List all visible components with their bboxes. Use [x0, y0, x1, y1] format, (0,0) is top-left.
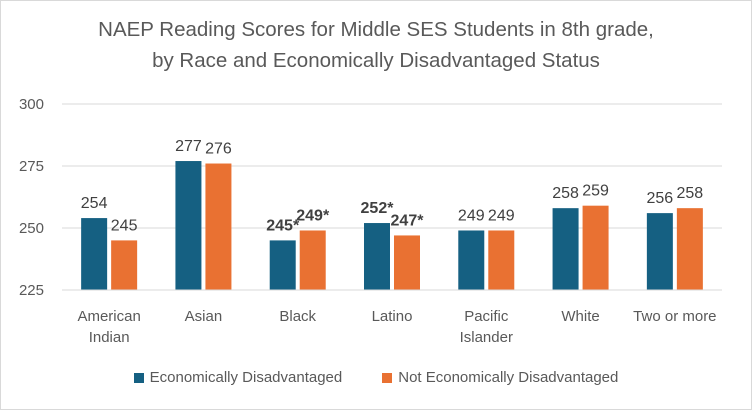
data-label: 252*: [361, 200, 395, 217]
bar-disadvantaged: [81, 218, 108, 290]
legend-item-disadvantaged: Economically Disadvantaged: [133, 369, 343, 386]
bar-not-disadvantaged: [299, 230, 326, 290]
bar-not-disadvantaged: [488, 230, 515, 290]
bar-not-disadvantaged: [205, 163, 232, 290]
bar-not-disadvantaged: [111, 240, 138, 290]
legend-label-disadvantaged: Economically Disadvantaged: [149, 369, 343, 386]
data-label: 249: [488, 207, 515, 224]
data-label: 249: [458, 207, 485, 224]
category-label: Pacific Islander: [460, 308, 513, 346]
bar-not-disadvantaged: [676, 208, 703, 290]
y-tick-label: 250: [19, 220, 44, 237]
bar-disadvantaged: [646, 213, 673, 290]
data-label: 245: [111, 217, 138, 234]
bar-not-disadvantaged: [394, 235, 420, 290]
bar-disadvantaged: [458, 230, 485, 290]
bar-disadvantaged: [364, 223, 390, 290]
category-label: White: [561, 308, 599, 325]
category-label: American Indian: [77, 308, 140, 346]
bar-disadvantaged: [552, 208, 579, 290]
data-label: 277: [175, 138, 202, 155]
category-label: Latino: [372, 308, 413, 325]
chart-title-line-1: NAEP Reading Scores for Middle SES Stude…: [98, 18, 654, 41]
data-label: 258: [677, 185, 704, 202]
legend: Economically Disadvantaged Not Economica…: [0, 369, 752, 386]
data-label: 259: [582, 183, 609, 200]
chart-title-line-2: by Race and Economically Disadvantaged S…: [152, 49, 600, 72]
legend-label-not-disadvantaged: Not Economically Disadvantaged: [398, 369, 619, 386]
category-label: Asian: [185, 308, 223, 325]
data-label: 247*: [391, 212, 425, 229]
bar-not-disadvantaged: [582, 205, 609, 290]
y-tick-label: 300: [19, 96, 44, 113]
data-label: 245*: [266, 217, 300, 234]
data-label: 249*: [296, 207, 330, 224]
category-label: Two or more: [633, 308, 716, 325]
chart-title: NAEP Reading Scores for Middle SES Stude…: [0, 14, 752, 76]
legend-item-not-disadvantaged: Not Economically Disadvantaged: [382, 369, 618, 386]
legend-swatch-disadvantaged: [133, 372, 144, 383]
data-label: 258: [552, 185, 579, 202]
data-label: 254: [81, 195, 108, 212]
category-label: Black: [279, 308, 316, 325]
data-label: 276: [205, 141, 232, 158]
bar-disadvantaged: [269, 240, 296, 290]
y-tick-label: 225: [19, 282, 44, 299]
y-tick-label: 275: [19, 158, 44, 175]
data-label: 256: [647, 190, 674, 207]
legend-swatch-not-disadvantaged: [382, 372, 393, 383]
bar-disadvantaged: [175, 161, 202, 290]
